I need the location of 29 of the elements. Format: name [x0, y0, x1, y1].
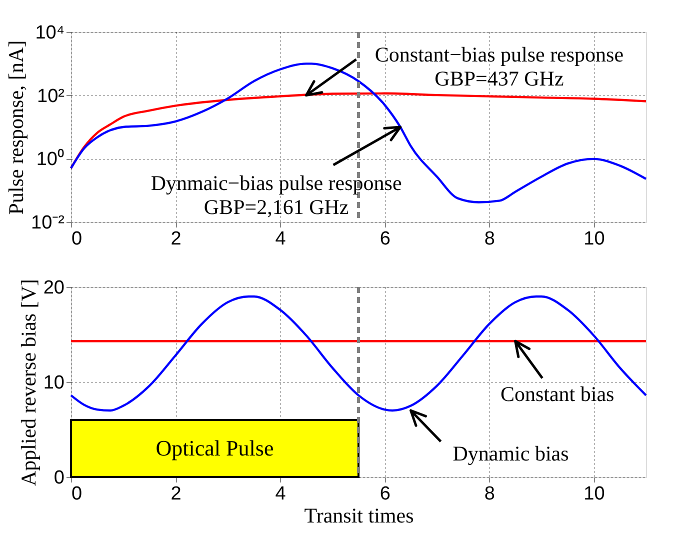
y-tick-label: 20: [43, 278, 64, 298]
y-tick-label: 10⁴: [35, 22, 64, 44]
x-tick-label: 2: [170, 484, 182, 504]
y-tick-label: 0: [54, 468, 64, 488]
x-tick-label: 10: [584, 228, 605, 250]
line-series: [70, 295, 648, 412]
x-tick-label: 4: [275, 228, 286, 250]
y-tick-label: 10⁻²: [31, 212, 64, 234]
x-tick-label: 4: [275, 484, 286, 504]
line-series: [70, 92, 648, 170]
y-axis-title: Pulse response, [nA]: [4, 40, 28, 215]
y-tick-label: 10: [43, 372, 64, 394]
x-tick-label: 0: [72, 484, 82, 504]
x-tick-label: 8: [484, 484, 495, 504]
y-tick-label: 10⁰: [36, 148, 64, 170]
x-tick-label: 6: [380, 484, 390, 504]
y-tick-label: 10²: [37, 86, 64, 107]
x-tick-label: 8: [484, 228, 495, 250]
x-tick-label: 10: [584, 484, 605, 504]
x-tick-label: 0: [72, 228, 82, 250]
annotation: Dynamic bias: [452, 442, 569, 466]
annotation: Constant bias: [500, 382, 614, 406]
y-axis-title: Applied reverse bias [V]: [16, 278, 40, 486]
x-axis-title: Transit times: [304, 504, 414, 528]
x-tick-label: 2: [170, 228, 182, 250]
annotation: Constant−bias pulse response GBP=437 GHz: [374, 42, 624, 90]
x-tick-label: 6: [380, 228, 390, 250]
series-label: Optical Pulse: [156, 436, 274, 460]
annotation: Dynmaic−bias pulse response GBP=2,161 GHz: [150, 171, 402, 219]
